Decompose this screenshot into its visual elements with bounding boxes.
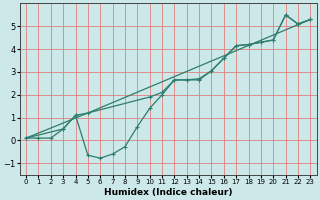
X-axis label: Humidex (Indice chaleur): Humidex (Indice chaleur) — [104, 188, 232, 197]
